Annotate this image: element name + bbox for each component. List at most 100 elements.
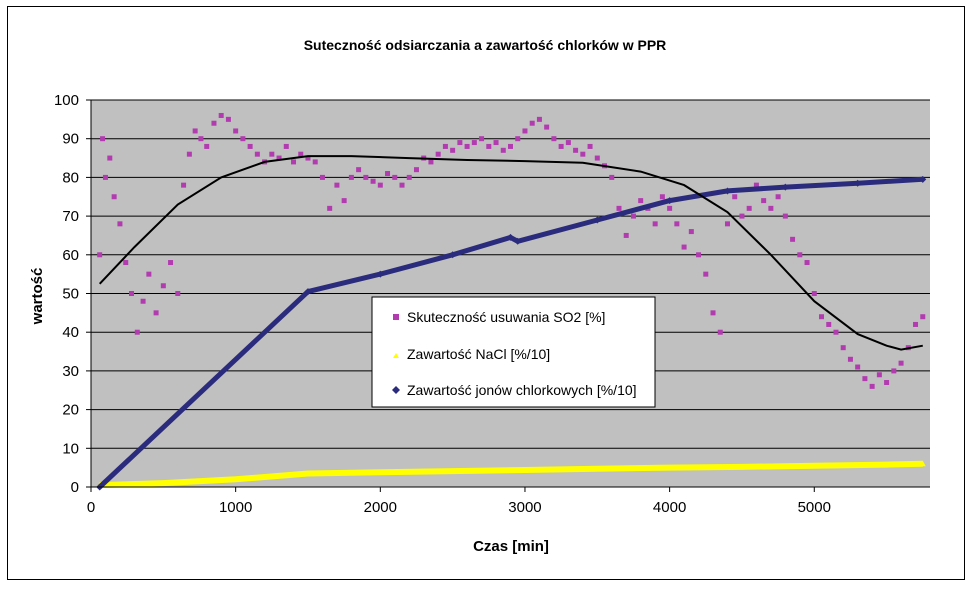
data-point: [580, 151, 586, 157]
data-point: [319, 174, 325, 180]
data-point: [811, 291, 817, 296]
data-point: [920, 314, 926, 320]
data-point: [522, 128, 528, 134]
data-point: [153, 310, 159, 316]
data-point: [413, 167, 419, 173]
data-point: [623, 232, 629, 238]
data-point: [377, 182, 383, 188]
data-point: [529, 120, 535, 126]
data-point: [919, 175, 927, 183]
data-point: [204, 143, 210, 149]
data-point: [175, 291, 181, 296]
data-point: [356, 167, 362, 173]
y-tick-label: 80: [62, 169, 79, 186]
data-point: [327, 205, 333, 211]
data-point: [593, 216, 601, 224]
data-point: [240, 136, 246, 142]
data-point: [385, 171, 391, 177]
data-point: [211, 120, 217, 126]
data-point: [442, 143, 448, 149]
y-tick-label: 50: [62, 286, 79, 303]
data-point: [198, 136, 204, 142]
data-point: [898, 360, 904, 366]
data-point: [724, 221, 730, 227]
data-point: [768, 205, 774, 211]
data-point: [666, 197, 674, 205]
data-point: [565, 140, 571, 146]
x-tick-label: 0: [87, 499, 95, 516]
data-point: [521, 466, 528, 473]
data-point: [181, 182, 187, 188]
data-point: [479, 136, 485, 142]
series-1: [96, 460, 926, 489]
legend-label-so2: Skuteczność usuwania SO2 [%]: [407, 309, 605, 325]
data-point: [312, 159, 318, 165]
data-point: [913, 321, 919, 327]
y-tick-label: 60: [62, 247, 79, 264]
gridlines: [91, 99, 930, 488]
data-point: [370, 178, 376, 184]
data-point: [276, 155, 282, 161]
data-point: [804, 260, 810, 266]
data-point: [876, 372, 882, 378]
x-tick-label: 1000: [219, 499, 252, 516]
data-point: [186, 151, 192, 157]
data-point: [298, 151, 304, 157]
data-point: [507, 233, 514, 241]
legend-marker-chloride: [392, 386, 400, 394]
chart-title: Suteczność odsiarczania a zawartość chlo…: [304, 37, 667, 53]
data-point: [348, 174, 354, 180]
data-point: [449, 251, 457, 259]
series-0: [97, 112, 926, 389]
data-point: [123, 260, 129, 266]
data-point: [630, 213, 636, 219]
data-point: [450, 147, 456, 153]
data-point: [594, 465, 601, 472]
data-point: [710, 310, 716, 316]
data-point: [797, 252, 803, 258]
data-point: [847, 356, 853, 362]
y-tick-label: 100: [54, 92, 79, 109]
data-point: [666, 464, 673, 471]
data-point: [100, 136, 106, 142]
y-tick-label: 10: [62, 440, 79, 457]
legend-marker-nacl: [393, 353, 399, 358]
data-point: [775, 194, 781, 200]
data-point: [558, 143, 564, 149]
x-axis-title: Czas [min]: [473, 538, 549, 555]
data-point: [160, 283, 166, 289]
data-point: [97, 252, 103, 258]
data-point: [723, 187, 731, 195]
data-point: [659, 194, 665, 200]
data-point: [891, 368, 897, 374]
data-point: [500, 147, 506, 153]
data-point: [225, 116, 231, 122]
x-tick-label: 5000: [798, 499, 831, 516]
data-point: [652, 221, 658, 227]
data-point: [514, 237, 522, 245]
data-point: [471, 140, 477, 146]
data-point: [435, 151, 441, 157]
data-point: [854, 179, 862, 187]
legend: Skuteczność usuwania SO2 [%] Zawartość N…: [371, 296, 656, 408]
data-point: [826, 321, 832, 327]
legend-label-chloride: Zawartość jonów chlorkowych [%/10]: [407, 382, 637, 398]
data-point: [753, 182, 759, 188]
series-2: [96, 175, 927, 491]
y-axis-title: wartość: [29, 268, 46, 326]
data-point: [129, 291, 135, 296]
data-point: [738, 463, 745, 470]
y-tick-label: 90: [62, 131, 79, 148]
data-point: [334, 182, 340, 188]
data-point: [638, 198, 644, 204]
y-tick-label: 70: [62, 208, 79, 225]
data-point: [107, 155, 113, 161]
data-point: [594, 155, 600, 161]
data-point: [746, 205, 752, 211]
data-point: [761, 198, 767, 204]
data-point: [833, 329, 839, 335]
data-point: [428, 159, 434, 165]
y-tick-label: 0: [71, 479, 79, 496]
